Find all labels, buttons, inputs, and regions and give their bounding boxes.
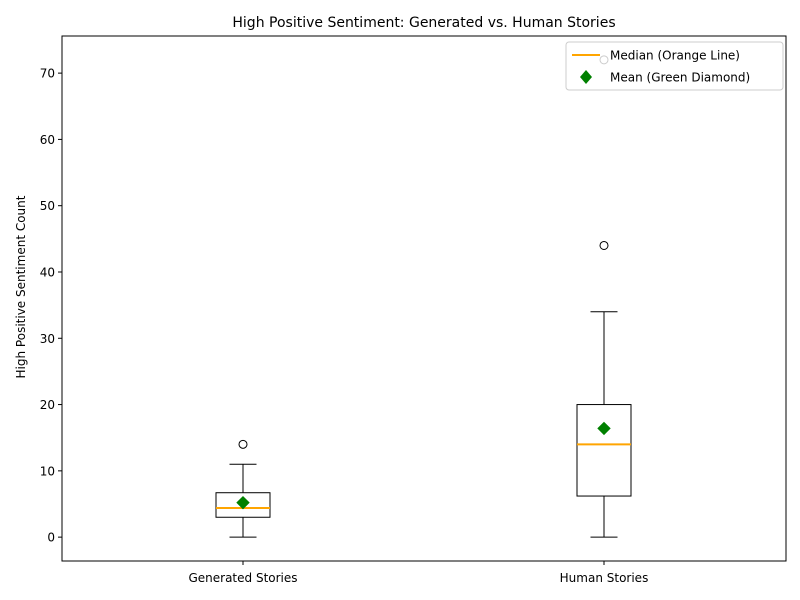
- mean-marker: [236, 495, 250, 510]
- legend-mean-swatch: [580, 70, 592, 84]
- y-axis-label: High Positive Sentiment Count: [14, 195, 28, 378]
- y-tick-label: 50: [40, 199, 55, 213]
- y-tick-label: 20: [40, 398, 55, 412]
- legend: Median (Orange Line) Mean (Green Diamond…: [565, 41, 784, 91]
- y-tick-label: 0: [47, 531, 55, 545]
- legend-frame: [565, 41, 784, 91]
- box-iqr: [215, 492, 271, 518]
- legend-mean-label: Mean (Green Diamond): [610, 71, 750, 85]
- chart-title: High Positive Sentiment: Generated vs. H…: [232, 15, 615, 31]
- outlier-point: [238, 439, 248, 449]
- y-tick-label: 40: [40, 265, 55, 279]
- y-tick-label: 60: [40, 133, 55, 147]
- plot-area: 0 10 20 30 40 50 60 70 Generated Stories Human St…: [40, 35, 787, 585]
- y-tick-label: 10: [40, 464, 55, 478]
- axes-frame: [61, 35, 787, 562]
- y-tick-label: 70: [40, 67, 55, 81]
- x-tick-label: Generated Stories: [188, 571, 297, 585]
- mean-marker: [597, 421, 611, 436]
- legend-median-label: Median (Orange Line): [610, 49, 740, 63]
- box-iqr: [576, 404, 632, 497]
- y-tick-label: 30: [40, 332, 55, 346]
- x-tick-label: Human Stories: [560, 571, 649, 585]
- outlier-point: [599, 240, 609, 250]
